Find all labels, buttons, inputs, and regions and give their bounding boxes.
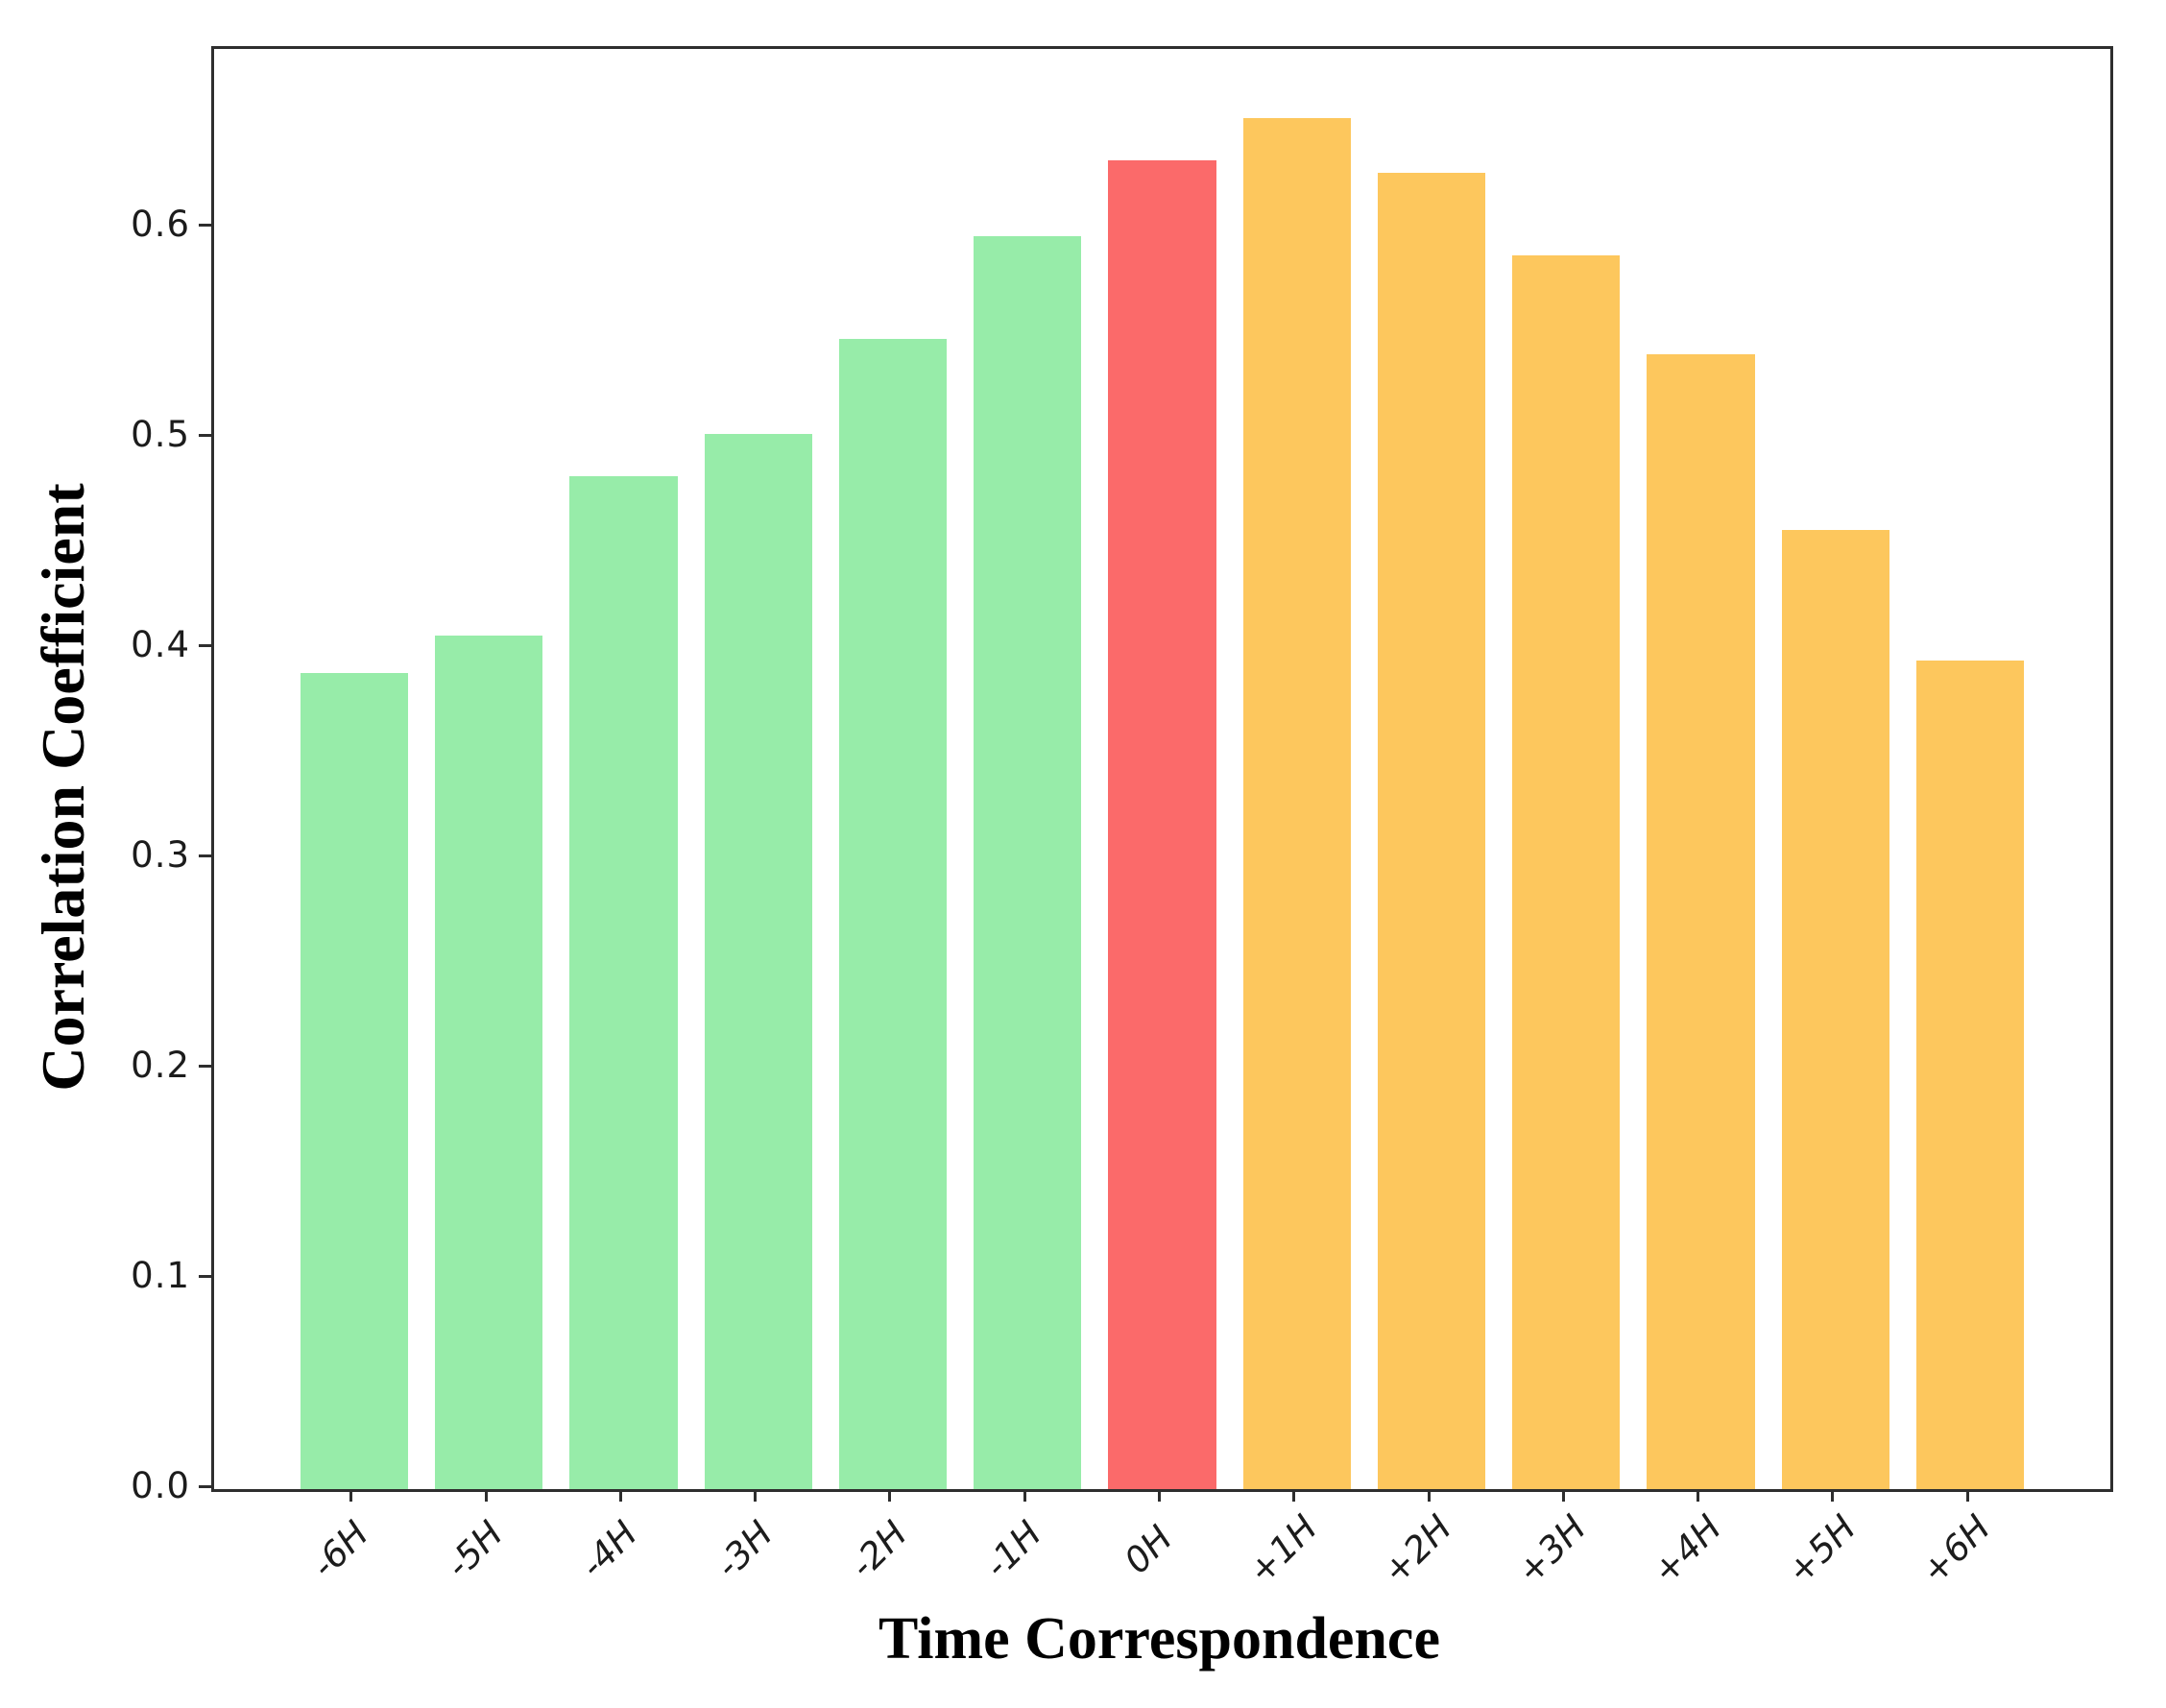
bar-+4H <box>1647 353 1755 1489</box>
y-tick-mark <box>199 643 211 647</box>
bar--6H <box>300 673 408 1489</box>
x-tick-label: -4H <box>572 1512 646 1587</box>
x-tick-mark <box>349 1489 353 1502</box>
x-tick-label: -3H <box>707 1512 781 1587</box>
x-tick-label: -6H <box>302 1512 376 1587</box>
x-tick-mark <box>1292 1489 1296 1502</box>
x-tick-label: 0H <box>1116 1517 1180 1582</box>
x-tick-mark <box>1561 1489 1565 1502</box>
x-tick-label: +4H <box>1644 1506 1729 1593</box>
x-tick-mark <box>1965 1489 1969 1502</box>
x-tick-label: +2H <box>1374 1506 1460 1593</box>
plot-area <box>211 46 2113 1492</box>
x-tick-label: +6H <box>1913 1506 1999 1593</box>
x-axis-label: Time Correspondence <box>878 1606 1440 1672</box>
x-tick-label: +5H <box>1778 1506 1865 1593</box>
y-tick-label: 0.0 <box>131 1465 190 1506</box>
y-tick-mark <box>199 1484 211 1488</box>
bar-+1H <box>1242 118 1351 1489</box>
x-tick-mark <box>1427 1489 1431 1502</box>
y-tick-label: 0.5 <box>131 414 190 456</box>
y-tick-label: 0.4 <box>131 624 190 666</box>
y-tick-mark <box>199 1274 211 1278</box>
x-tick-mark <box>888 1489 892 1502</box>
bar--3H <box>704 433 812 1489</box>
y-tick-mark <box>199 854 211 857</box>
y-tick-mark <box>199 1064 211 1068</box>
x-tick-label: -1H <box>976 1512 1050 1587</box>
bar-+2H <box>1377 173 1486 1489</box>
x-tick-label: -2H <box>841 1512 916 1587</box>
x-tick-mark <box>1158 1489 1161 1502</box>
y-tick-label: 0.6 <box>131 204 190 246</box>
y-tick-label: 0.1 <box>131 1255 190 1297</box>
bar--5H <box>435 635 543 1489</box>
bar-+3H <box>1512 254 1621 1489</box>
x-tick-label: +3H <box>1508 1506 1595 1593</box>
x-tick-mark <box>484 1489 488 1502</box>
bar-+5H <box>1781 530 1889 1489</box>
y-tick-mark <box>199 223 211 227</box>
bar--2H <box>838 339 948 1489</box>
x-tick-label: -5H <box>438 1512 512 1587</box>
y-axis-label: Correlation Coefficient <box>29 483 97 1092</box>
bar--4H <box>569 475 678 1489</box>
bar-+6H <box>1916 661 2025 1489</box>
x-tick-mark <box>618 1489 622 1502</box>
x-tick-mark <box>754 1489 758 1502</box>
bar--1H <box>974 235 1082 1489</box>
y-tick-label: 0.3 <box>131 834 190 877</box>
y-tick-mark <box>199 433 211 437</box>
x-tick-mark <box>1023 1489 1026 1502</box>
x-tick-mark <box>1697 1489 1700 1502</box>
x-tick-label: +1H <box>1239 1506 1326 1593</box>
y-tick-label: 0.2 <box>131 1045 190 1087</box>
bar-0H <box>1108 160 1216 1489</box>
x-tick-mark <box>1831 1489 1835 1502</box>
